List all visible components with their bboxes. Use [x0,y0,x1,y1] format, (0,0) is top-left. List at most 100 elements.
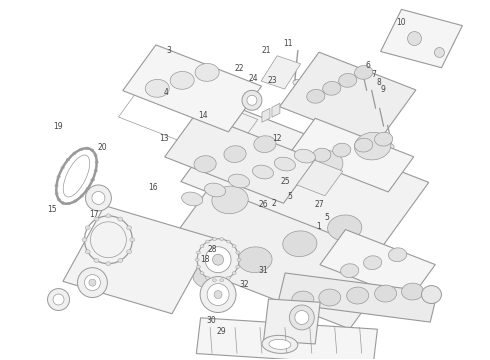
Ellipse shape [313,148,331,162]
Text: 22: 22 [234,64,244,73]
Text: 31: 31 [259,266,269,275]
Ellipse shape [389,248,407,262]
Ellipse shape [85,250,90,254]
Ellipse shape [195,63,219,81]
Ellipse shape [293,80,301,85]
Ellipse shape [295,310,309,324]
Ellipse shape [274,157,295,171]
Text: 20: 20 [98,143,107,152]
Ellipse shape [212,186,248,214]
Ellipse shape [207,284,229,306]
Text: 10: 10 [396,18,406,27]
Text: 12: 12 [272,134,282,143]
Text: 1: 1 [316,222,320,231]
Text: 4: 4 [163,87,168,96]
Ellipse shape [355,138,373,152]
Ellipse shape [252,165,273,179]
Ellipse shape [200,272,204,275]
Text: 27: 27 [315,200,324,209]
Text: 25: 25 [280,177,290,186]
Polygon shape [297,160,343,196]
Text: 17: 17 [90,210,99,219]
Polygon shape [123,45,262,132]
Polygon shape [264,299,320,344]
Ellipse shape [254,136,276,153]
Text: 2: 2 [272,199,277,208]
Ellipse shape [92,192,105,204]
Text: 13: 13 [160,134,169,143]
Ellipse shape [269,339,291,349]
Polygon shape [279,52,416,144]
Text: 21: 21 [261,46,271,55]
Ellipse shape [94,217,99,221]
Ellipse shape [118,258,123,262]
Ellipse shape [197,239,239,280]
Ellipse shape [374,132,392,146]
Text: 24: 24 [249,75,259,84]
Ellipse shape [377,127,386,134]
Ellipse shape [106,214,111,218]
Ellipse shape [48,289,70,310]
Text: 9: 9 [380,85,385,94]
Ellipse shape [294,149,316,163]
Polygon shape [165,113,316,203]
Text: 6: 6 [366,61,370,70]
Ellipse shape [360,91,369,98]
Text: 11: 11 [283,39,293,48]
Ellipse shape [283,231,317,257]
Ellipse shape [319,289,341,306]
Ellipse shape [355,66,373,79]
Ellipse shape [369,109,378,116]
Ellipse shape [126,250,132,254]
Ellipse shape [53,294,64,305]
Ellipse shape [195,258,199,261]
Ellipse shape [130,238,135,242]
Ellipse shape [307,150,343,178]
Ellipse shape [204,183,225,197]
Text: 5: 5 [325,213,329,222]
Ellipse shape [322,81,341,95]
Polygon shape [262,108,270,122]
Text: 29: 29 [217,327,226,336]
Ellipse shape [259,168,295,196]
Text: 16: 16 [148,183,158,192]
Ellipse shape [194,156,216,172]
Polygon shape [290,118,414,192]
Ellipse shape [170,72,194,89]
Text: 30: 30 [207,316,217,325]
Polygon shape [63,206,214,314]
Ellipse shape [238,247,272,273]
Polygon shape [272,103,280,117]
Text: 32: 32 [239,280,249,289]
Polygon shape [381,9,463,68]
Ellipse shape [213,254,223,265]
Ellipse shape [220,238,224,240]
Ellipse shape [421,285,441,303]
Ellipse shape [118,217,123,221]
Ellipse shape [292,291,314,308]
Text: 28: 28 [207,246,217,255]
Text: 15: 15 [47,205,57,214]
Ellipse shape [226,240,230,243]
Ellipse shape [364,256,382,270]
Text: 14: 14 [198,111,208,120]
Ellipse shape [196,251,200,254]
Ellipse shape [214,291,222,298]
Ellipse shape [408,32,421,45]
Ellipse shape [385,144,394,150]
Ellipse shape [232,245,236,248]
Ellipse shape [205,247,231,273]
Ellipse shape [247,95,257,105]
Ellipse shape [77,268,107,298]
Ellipse shape [228,174,249,188]
Text: 18: 18 [200,255,210,264]
Ellipse shape [206,276,210,279]
Ellipse shape [224,146,246,162]
Ellipse shape [347,287,368,304]
Ellipse shape [182,192,203,206]
Ellipse shape [206,240,210,243]
Text: 3: 3 [167,46,172,55]
Ellipse shape [106,262,111,266]
Ellipse shape [401,283,423,300]
Ellipse shape [237,258,241,261]
